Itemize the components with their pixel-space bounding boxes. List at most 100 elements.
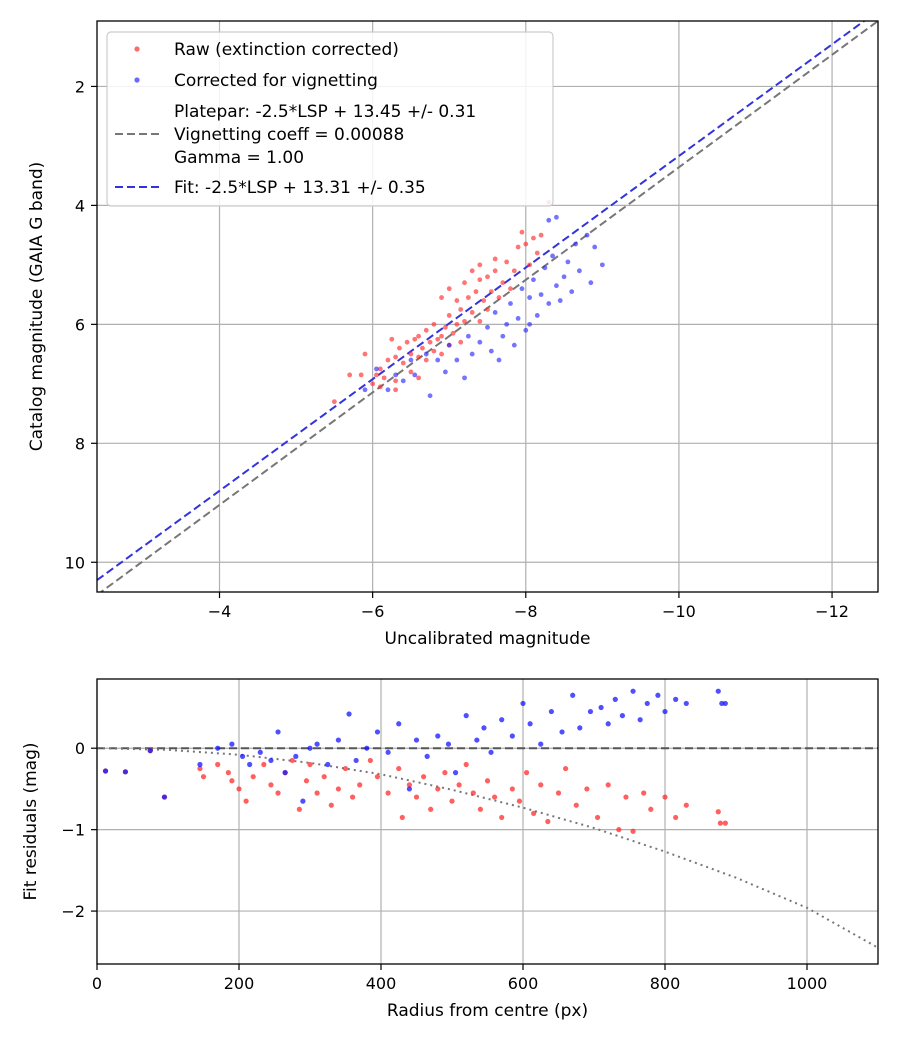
data-point <box>239 753 246 759</box>
data-point <box>439 351 444 357</box>
data-point <box>481 725 487 731</box>
data-point <box>508 286 513 292</box>
data-point <box>683 802 689 808</box>
data-point <box>630 828 636 834</box>
data-point <box>247 761 253 768</box>
data-point <box>584 232 590 238</box>
data-point <box>282 770 288 776</box>
data-point <box>420 345 425 351</box>
data-point <box>357 782 363 788</box>
data-point <box>469 351 475 357</box>
x-tick-label: −4 <box>208 602 232 621</box>
data-point <box>519 229 525 235</box>
data-point <box>523 327 529 333</box>
data-point <box>531 277 536 283</box>
legend-entry-platepar: Platepar: -2.5*LSP + 13.45 +/- 0.31 Vigne… <box>115 102 476 168</box>
data-point <box>474 737 480 743</box>
data-point <box>515 244 521 250</box>
series-corrected <box>362 214 605 399</box>
data-point <box>538 292 544 298</box>
data-point <box>396 765 402 772</box>
data-point <box>492 310 498 315</box>
data-point <box>715 809 721 815</box>
data-point <box>257 749 263 755</box>
data-point <box>546 217 552 223</box>
data-point <box>289 757 295 764</box>
data-point <box>406 782 412 788</box>
data-point <box>442 770 448 776</box>
data-point <box>331 399 337 405</box>
data-point <box>197 765 203 772</box>
x-tick-label: 400 <box>366 974 397 993</box>
data-point <box>450 330 456 336</box>
data-point <box>550 253 555 259</box>
legend-entry-fit: Fit: -2.5*LSP + 13.31 +/- 0.35 <box>115 178 426 198</box>
data-point <box>362 387 368 393</box>
data-point <box>605 782 611 788</box>
data-point <box>485 274 490 280</box>
data-point <box>492 256 498 262</box>
data-point <box>303 778 310 784</box>
data-point <box>484 778 491 784</box>
data-point <box>577 725 583 731</box>
data-point <box>569 289 575 295</box>
data-point <box>377 384 383 390</box>
data-point <box>147 748 153 754</box>
data-point <box>504 259 510 265</box>
data-point <box>346 711 352 717</box>
data-point <box>548 708 555 715</box>
data-point <box>307 745 313 751</box>
data-point <box>389 336 395 342</box>
data-point <box>427 339 433 345</box>
data-point <box>446 286 452 292</box>
x-axis-label: Radius from centre (px) <box>387 1001 588 1021</box>
data-point <box>508 301 513 306</box>
data-point <box>362 351 368 357</box>
data-point <box>469 268 475 274</box>
data-point <box>215 761 221 768</box>
data-point <box>268 782 274 788</box>
data-point <box>399 814 405 821</box>
x-tick-label: 800 <box>650 974 681 993</box>
legend-label: Raw (extinction corrected) <box>174 40 399 60</box>
data-point <box>435 733 441 739</box>
data-point <box>385 790 391 796</box>
data-point <box>325 761 331 768</box>
data-point <box>641 790 647 796</box>
data-point <box>449 798 455 804</box>
data-point <box>717 820 723 826</box>
data-point <box>534 313 540 318</box>
data-point <box>576 268 582 274</box>
y-tick-label: 2 <box>75 77 85 96</box>
magnitude-calibration-plot: −4 −6 −8 −10 −12 2 4 6 8 10 Uncalibrated magnitude… <box>27 20 879 649</box>
data-point <box>561 274 567 280</box>
data-point <box>435 336 441 342</box>
data-point <box>416 354 421 360</box>
data-point <box>485 307 490 312</box>
data-point <box>527 321 533 327</box>
data-point <box>353 757 359 764</box>
data-point <box>531 810 537 816</box>
y-tick-label: −2 <box>61 902 85 921</box>
y-tick-label: 0 <box>75 739 85 758</box>
data-point <box>300 798 306 804</box>
legend-label: Corrected for vignetting <box>174 71 378 91</box>
data-point <box>462 280 467 286</box>
data-point <box>358 372 364 378</box>
data-point <box>557 298 563 303</box>
data-point <box>427 393 433 399</box>
x-tick-label: 0 <box>92 974 102 993</box>
data-point <box>445 741 452 747</box>
data-point <box>516 798 523 804</box>
data-point <box>470 790 476 796</box>
data-point <box>592 244 598 250</box>
y-axis-label: Fit residuals (mag) <box>21 743 41 901</box>
line-fit <box>97 21 866 581</box>
data-point <box>454 321 460 327</box>
data-point <box>715 688 721 694</box>
data-point <box>374 729 381 735</box>
data-point <box>655 692 661 698</box>
data-point <box>442 369 448 375</box>
data-point <box>314 741 320 747</box>
data-point <box>722 820 728 826</box>
